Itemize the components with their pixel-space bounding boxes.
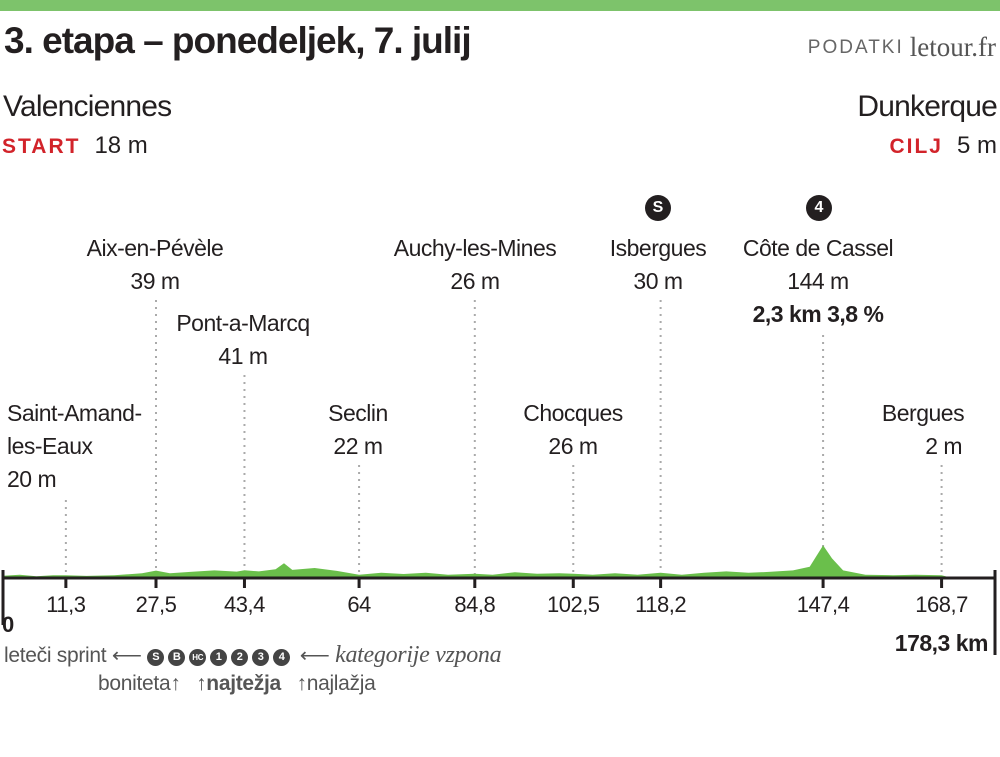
start-label: START xyxy=(2,135,81,158)
x-tick-label: 147,4 xyxy=(796,592,850,617)
x-tick-label: 84,8 xyxy=(454,592,496,617)
x-tick-label: 64 xyxy=(347,592,371,617)
legend-categories: kategorije vzpona xyxy=(335,642,502,668)
category-badge-icon: 4 xyxy=(273,649,291,666)
category-badge-icon: B xyxy=(168,649,186,666)
legend-badges: S B HC 1 2 3 4 xyxy=(147,644,294,667)
x-tick-label: 168,7 xyxy=(915,592,968,617)
page-title: 3. etapa – ponedeljek, 7. julij xyxy=(4,20,472,61)
label-auchy-les-mines: Auchy-les-Mines 26 m xyxy=(393,235,557,294)
source: PODATKI letour.fr xyxy=(808,32,996,63)
source-name: letour.fr xyxy=(909,32,996,62)
start-elevation: 18 m xyxy=(94,132,148,159)
legend-hardest: najtežja xyxy=(206,672,281,695)
x-tick-label: 11,3 xyxy=(46,592,86,617)
arrow-up-icon: ↑ xyxy=(196,672,207,695)
arrow-left-icon: ⟵ xyxy=(299,644,330,667)
x-tick-label: 102,5 xyxy=(546,592,600,617)
category-badge-icon: 1 xyxy=(210,649,228,666)
x-tick-label: 118,2 xyxy=(635,592,687,617)
finish-elevation: 5 m xyxy=(956,132,997,159)
label-chocques: Chocques 26 m xyxy=(523,400,623,459)
finish-label: CILJ xyxy=(889,135,943,158)
start-info: START 18 m xyxy=(2,132,148,160)
finish-city: Dunkerque xyxy=(857,90,997,123)
label-seclin: Seclin 22 m xyxy=(328,400,388,459)
label-bergues: Bergues 2 m xyxy=(881,400,965,459)
legend-bonus: boniteta xyxy=(98,672,171,695)
category-badge-icon: S xyxy=(147,649,165,666)
x-end-label: 178,3 km xyxy=(894,630,989,656)
start-city: Valenciennes xyxy=(3,90,172,123)
source-label: PODATKI xyxy=(807,37,904,58)
label-cote-de-cassel: Côte de Cassel 144 m 2,3 km 3,8 % xyxy=(742,235,894,327)
top-accent-bar xyxy=(0,0,1000,11)
legend-easiest: najlažja xyxy=(306,672,376,695)
elevation-profile-area xyxy=(3,545,995,579)
label-isbergues: Isbergues 30 m xyxy=(609,235,707,294)
legend-notes: boniteta↑ ↑najtežja ↑najlažja xyxy=(98,672,376,696)
arrow-up-icon: ↑ xyxy=(296,672,307,695)
label-saint-amand: Saint-Amand-les-Eaux 20 m xyxy=(7,400,142,492)
x-tick-label: 43,4 xyxy=(224,592,265,617)
arrow-up-icon: ↑ xyxy=(170,672,181,695)
arrow-left-icon: ⟵ xyxy=(111,644,142,667)
climb-category-badge-icon: 4 xyxy=(806,195,832,221)
x-tick-label: 27,5 xyxy=(135,592,177,617)
sprint-badge-icon: S xyxy=(645,195,671,221)
legend-row: leteči sprint ⟵ S B HC 1 2 3 4 ⟵ kategorije vz… xyxy=(4,642,502,669)
label-pont-a-marcq: Pont-a-Marcq 41 m xyxy=(176,310,310,369)
finish-info: CILJ 5 m xyxy=(889,132,997,160)
category-badge-icon: 3 xyxy=(252,649,270,666)
x-start-label: 0 xyxy=(2,612,15,637)
legend-sprint: leteči sprint xyxy=(4,644,107,667)
category-badge-icon: 2 xyxy=(231,649,249,666)
label-aix-en-pevele: Aix-en-Pévèle 39 m xyxy=(86,235,224,294)
category-badge-icon: HC xyxy=(189,649,207,666)
